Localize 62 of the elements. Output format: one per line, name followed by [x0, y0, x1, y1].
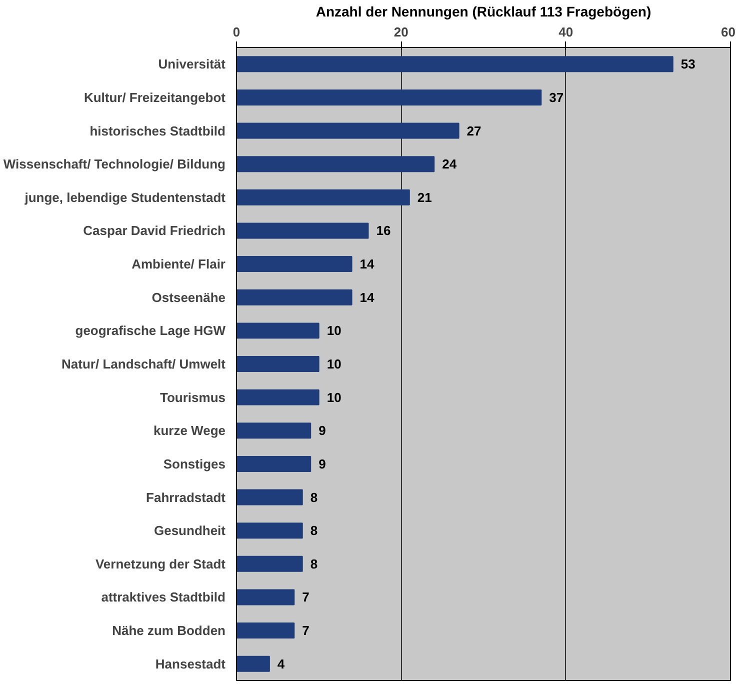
y-tick-label: junge, lebendige Studentenstadt	[24, 190, 226, 205]
bar	[236, 122, 460, 139]
data-label: 21	[417, 190, 432, 205]
y-tick-label: Nähe zum Bodden	[112, 623, 226, 638]
data-label: 9	[318, 456, 326, 472]
x-tick-label: 0	[232, 24, 240, 40]
data-label: 10	[326, 356, 342, 372]
bar	[236, 489, 303, 506]
y-tick-label: Wissenschaft/ Technologie/ Bildung	[3, 156, 226, 172]
data-label: 8	[310, 490, 318, 505]
y-tick-label: Sonstiges	[163, 456, 226, 472]
y-tick-label: Universität	[158, 56, 226, 72]
y-tick-label: Fahrradstadt	[146, 490, 226, 505]
bar	[236, 522, 303, 539]
data-label: 8	[310, 556, 318, 572]
data-label: 8	[310, 523, 318, 538]
x-tick-label: 20	[394, 24, 408, 40]
x-tick-label: 40	[558, 24, 574, 40]
y-tick-label: Tourismus	[160, 390, 226, 405]
y-tick-label: Gesundheit	[154, 523, 226, 538]
bar	[236, 422, 312, 439]
bar	[236, 156, 435, 172]
data-label: 10	[326, 390, 342, 405]
bar	[236, 89, 542, 106]
y-tick-label: attraktives Stadtbild	[101, 590, 226, 605]
bar	[236, 289, 352, 306]
data-label: 14	[360, 290, 375, 305]
y-tick-label: historisches Stadtbild	[90, 123, 226, 138]
data-label: 53	[680, 56, 696, 72]
y-tick-label: Natur/ Landschaft/ Umwelt	[62, 356, 226, 372]
data-label: 24	[442, 156, 458, 172]
y-tick-label: Hansestadt	[155, 656, 226, 672]
y-tick-label: kurze Wege	[153, 423, 226, 438]
data-label: 37	[549, 90, 564, 105]
y-tick-label: Ambiente/ Flair	[132, 256, 226, 272]
data-label: 14	[360, 256, 375, 272]
bar	[236, 222, 369, 239]
bar	[236, 622, 295, 639]
bar	[236, 456, 312, 472]
data-label: 7	[302, 623, 310, 638]
bar	[236, 256, 352, 272]
bar	[236, 189, 410, 206]
bar	[236, 356, 320, 372]
y-tick-label: Kultur/ Freizeitangebot	[84, 90, 226, 105]
data-label: 9	[318, 423, 326, 438]
y-tick-label: Vernetzung der Stadt	[95, 556, 226, 572]
x-tick-label: 60	[721, 24, 736, 40]
y-tick-label: Caspar David Friedrich	[83, 223, 226, 238]
bar	[236, 589, 295, 606]
bar	[236, 56, 674, 72]
bar	[236, 556, 303, 572]
data-label: 10	[326, 323, 342, 338]
bar	[236, 322, 320, 339]
x-axis-title: Anzahl der Nennungen (Rücklauf 113 Fragebögen)	[316, 4, 652, 20]
bar	[236, 389, 320, 406]
data-label: 4	[277, 656, 286, 672]
y-tick-label: Ostseenähe	[152, 290, 226, 305]
data-label: 27	[466, 123, 482, 138]
y-tick-label: geografische Lage HGW	[75, 323, 226, 338]
data-label: 7	[302, 590, 310, 605]
bar	[236, 656, 270, 672]
data-label: 16	[376, 223, 391, 238]
